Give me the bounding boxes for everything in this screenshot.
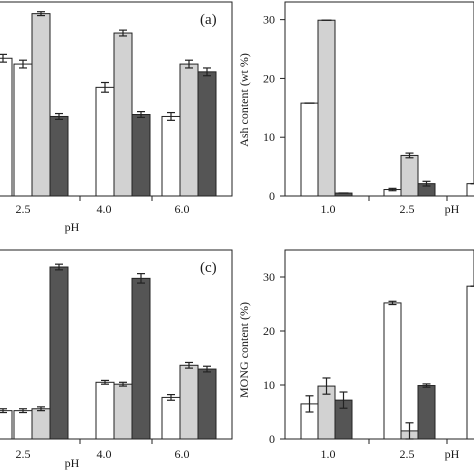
y-tick-label: 10 xyxy=(263,130,275,144)
bar xyxy=(466,285,474,440)
y-tick-label: 20 xyxy=(263,324,275,338)
bar xyxy=(161,115,181,197)
chart-panel-2: 0 10 20 30 Ash content (wt %) 1.0 2.5 pH xyxy=(237,1,474,216)
y-tick-label: 30 xyxy=(263,270,275,284)
bar xyxy=(95,381,115,440)
plot-frame xyxy=(284,249,474,440)
bar xyxy=(31,408,51,440)
bar xyxy=(400,154,419,197)
bar-partial xyxy=(0,410,13,440)
chart-panel-3: 2.5 4.0 6.0 pH (c) xyxy=(0,249,233,470)
bar xyxy=(13,410,33,440)
bar-partial xyxy=(0,57,13,197)
x-tick-label: 1.0 xyxy=(321,202,336,216)
y-axis-label: Ash content (wt %) xyxy=(237,53,251,147)
y-tick-label: 0 xyxy=(269,432,275,446)
bar xyxy=(179,63,199,197)
x-tick-label: pH xyxy=(445,447,460,461)
bar xyxy=(49,115,69,197)
chart-panel-4: 0 10 20 30 MONG content (%) 1.0 2.5 pH xyxy=(237,249,474,461)
x-tick-label: 2.5 xyxy=(400,202,415,216)
y-axis-label: MONG content (%) xyxy=(237,302,251,398)
bar xyxy=(383,302,402,440)
x-tick-label: 2.5 xyxy=(16,447,31,461)
bar xyxy=(417,385,436,440)
bar xyxy=(197,71,217,197)
bar xyxy=(179,364,199,440)
bar xyxy=(131,114,151,197)
x-tick-label: 2.5 xyxy=(400,447,415,461)
bar xyxy=(13,63,33,197)
y-tick-label: 0 xyxy=(269,189,275,203)
x-tick-label: 1.0 xyxy=(321,447,336,461)
x-tick-label: 6.0 xyxy=(175,202,190,216)
y-tick-label: 30 xyxy=(263,13,275,27)
y-tick-label: 10 xyxy=(263,378,275,392)
x-tick-label: 4.0 xyxy=(97,202,112,216)
bar xyxy=(197,368,217,440)
bar xyxy=(113,32,133,197)
y-tick-label: 20 xyxy=(263,71,275,85)
panel-label: (c) xyxy=(200,260,217,276)
x-axis-label: pH xyxy=(65,220,80,234)
bar xyxy=(317,19,336,197)
x-tick-label: 4.0 xyxy=(97,447,112,461)
bar xyxy=(131,277,151,440)
bar xyxy=(161,396,181,440)
bar xyxy=(466,183,474,197)
bar xyxy=(300,102,319,197)
bar xyxy=(31,13,51,197)
panel-label: (a) xyxy=(200,12,217,28)
bar xyxy=(95,86,115,197)
x-tick-label: pH xyxy=(445,202,460,216)
chart-panel-1: 2.5 4.0 6.0 pH (a) xyxy=(0,1,233,234)
plot-frame xyxy=(284,1,474,197)
bar xyxy=(113,383,133,440)
x-axis-label: pH xyxy=(65,456,80,470)
x-tick-label: 2.5 xyxy=(16,202,31,216)
bar xyxy=(49,266,69,440)
x-tick-label: 6.0 xyxy=(175,447,190,461)
